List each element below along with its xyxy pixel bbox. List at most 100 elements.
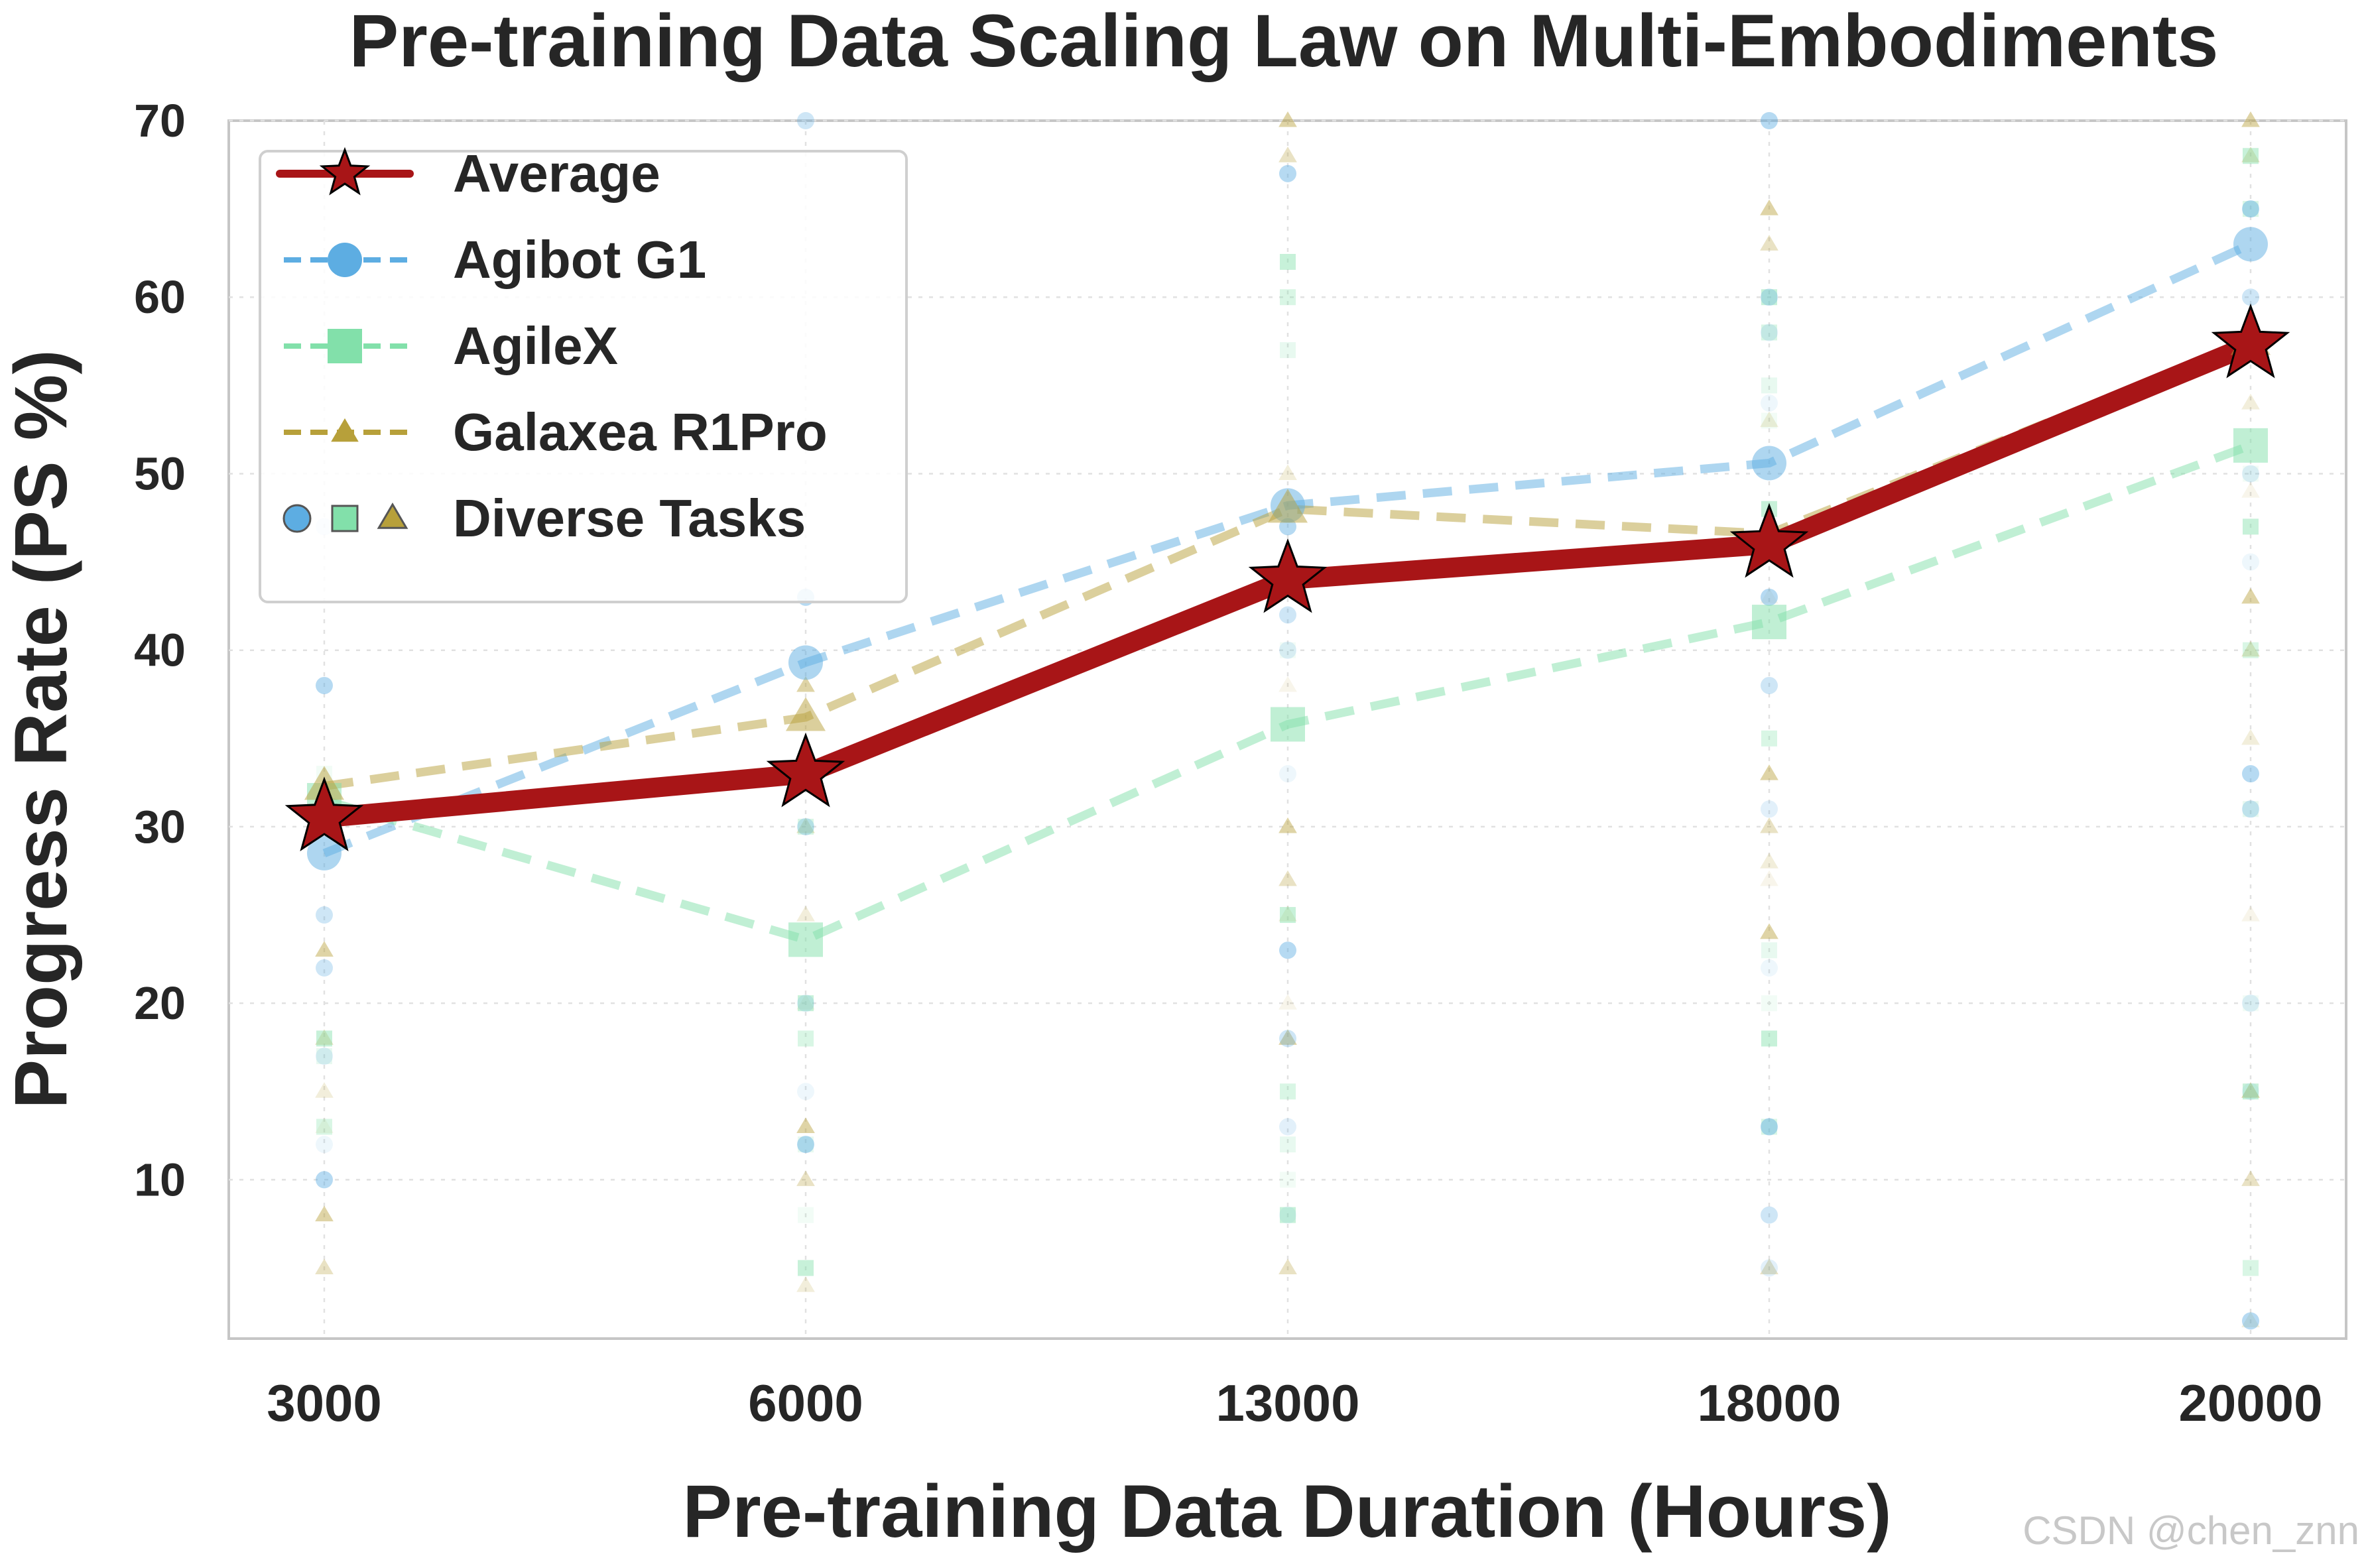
x-tick-label: 20000	[2179, 1374, 2323, 1432]
average-point	[766, 732, 845, 808]
task-point-agibot	[1761, 324, 1778, 341]
task-point-agilex	[798, 818, 814, 835]
task-point-agibot	[2242, 1083, 2259, 1101]
task-point-galaxea	[1760, 853, 1778, 869]
task-point-agilex	[2243, 1260, 2259, 1276]
legend-square-icon	[328, 329, 362, 363]
task-point-galaxea	[796, 905, 815, 922]
task-point-agilex	[798, 1136, 814, 1153]
y-tick-label: 30	[134, 801, 186, 853]
task-point-agilex	[798, 1260, 814, 1276]
task-point-agibot	[797, 995, 814, 1012]
task-point-galaxea	[2241, 640, 2260, 657]
task-point-agibot	[1761, 1259, 1778, 1277]
task-point-agibot	[316, 1136, 333, 1154]
task-point-galaxea	[796, 994, 815, 1010]
legend-task-triangle-icon	[377, 502, 408, 529]
task-point-agibot	[2242, 800, 2259, 818]
task-point-agibot	[1279, 1118, 1296, 1136]
task-point-agilex	[2243, 201, 2259, 217]
series-point-agibot-g1	[1752, 446, 1786, 481]
task-point-galaxea	[1278, 1029, 1297, 1045]
task-point-agilex	[1280, 907, 1296, 924]
task-point-agilex	[2243, 465, 2259, 482]
task-point-agibot	[2242, 995, 2259, 1012]
y-tick-label: 50	[134, 448, 186, 499]
task-point-galaxea	[315, 1117, 334, 1134]
task-point-galaxea	[2241, 905, 2260, 922]
legend-label: Average	[453, 144, 660, 203]
task-point-agilex	[1761, 942, 1777, 959]
task-point-agibot	[1761, 1206, 1778, 1224]
x-tick-label: 3000	[267, 1374, 382, 1432]
watermark: CSDN @chen_znn	[2023, 1508, 2359, 1553]
task-point-agilex	[316, 1048, 332, 1065]
average-point	[1729, 503, 1809, 578]
task-point-galaxea	[1760, 870, 1778, 886]
y-tick-label: 60	[134, 271, 186, 323]
task-point-agibot	[1279, 641, 1296, 659]
task-point-galaxea	[2241, 1170, 2260, 1186]
task-point-agilex	[2243, 1083, 2259, 1100]
task-point-agibot	[1279, 765, 1296, 783]
task-points	[315, 111, 2260, 1330]
task-point-galaxea	[1760, 235, 1778, 251]
task-point-galaxea	[2241, 1311, 2260, 1327]
task-point-agilex	[2243, 518, 2259, 535]
task-point-galaxea	[315, 1258, 334, 1275]
y-axis-label: Progress Rate (PS %)	[0, 349, 82, 1109]
task-point-agibot	[2242, 553, 2259, 571]
task-point-galaxea	[1760, 200, 1778, 215]
task-point-agibot	[1279, 941, 1296, 959]
task-point-agilex	[2243, 642, 2259, 658]
task-point-galaxea	[2241, 587, 2260, 604]
legend-star-icon	[319, 147, 371, 196]
task-point-agibot	[1279, 1206, 1296, 1224]
task-point-agilex	[1280, 342, 1296, 359]
series-lines	[284, 227, 2290, 957]
task-point-agibot	[797, 112, 814, 129]
legend-label: Diverse Tasks	[453, 489, 806, 548]
task-point-agilex	[1761, 730, 1777, 747]
x-tick-label: 18000	[1698, 1374, 1841, 1432]
task-point-agilex	[1280, 1207, 1296, 1223]
task-point-galaxea	[1760, 817, 1778, 833]
task-point-agibot	[316, 676, 333, 694]
task-point-agibot	[1279, 1030, 1296, 1048]
average-point	[1248, 538, 1328, 613]
task-point-galaxea	[2241, 147, 2260, 162]
task-point-agibot	[1761, 959, 1778, 977]
legend: Average Agibot G1 AgileX Galaxea R1Pro Diver…	[259, 144, 908, 603]
task-point-agibot	[2242, 765, 2259, 783]
task-point-agibot	[797, 1136, 814, 1154]
task-point-agibot	[2242, 200, 2259, 218]
task-point-galaxea	[796, 1117, 815, 1134]
x-tick-label: 13000	[1216, 1374, 1360, 1432]
task-point-galaxea	[2241, 111, 2260, 127]
y-axis-ticks: 10 20 30 40 50 60 70	[134, 95, 186, 1205]
task-point-agilex	[1280, 253, 1296, 270]
task-point-agilex	[1761, 995, 1777, 1012]
task-point-galaxea	[1278, 676, 1297, 692]
series-point-agilex	[2233, 428, 2268, 463]
legend-triangle-icon	[331, 418, 359, 442]
task-point-agilex	[1280, 289, 1296, 306]
task-point-galaxea	[315, 1082, 334, 1098]
task-point-galaxea	[1278, 1258, 1297, 1275]
task-point-galaxea	[2241, 393, 2260, 410]
task-point-agilex	[798, 1030, 814, 1047]
task-point-galaxea	[2241, 482, 2260, 498]
task-point-agilex	[1761, 412, 1777, 429]
y-tick-label: 10	[134, 1154, 186, 1205]
task-point-agibot	[2242, 465, 2259, 483]
task-point-agilex	[1280, 1136, 1296, 1153]
legend-task-square-icon	[331, 505, 359, 532]
task-point-agibot	[797, 817, 814, 835]
task-point-agilex	[1280, 1172, 1296, 1188]
task-point-agilex	[1761, 324, 1777, 341]
task-point-galaxea	[1760, 764, 1778, 780]
legend-label: AgileX	[453, 316, 618, 375]
task-point-galaxea	[1278, 111, 1297, 127]
task-point-agilex	[2243, 995, 2259, 1012]
